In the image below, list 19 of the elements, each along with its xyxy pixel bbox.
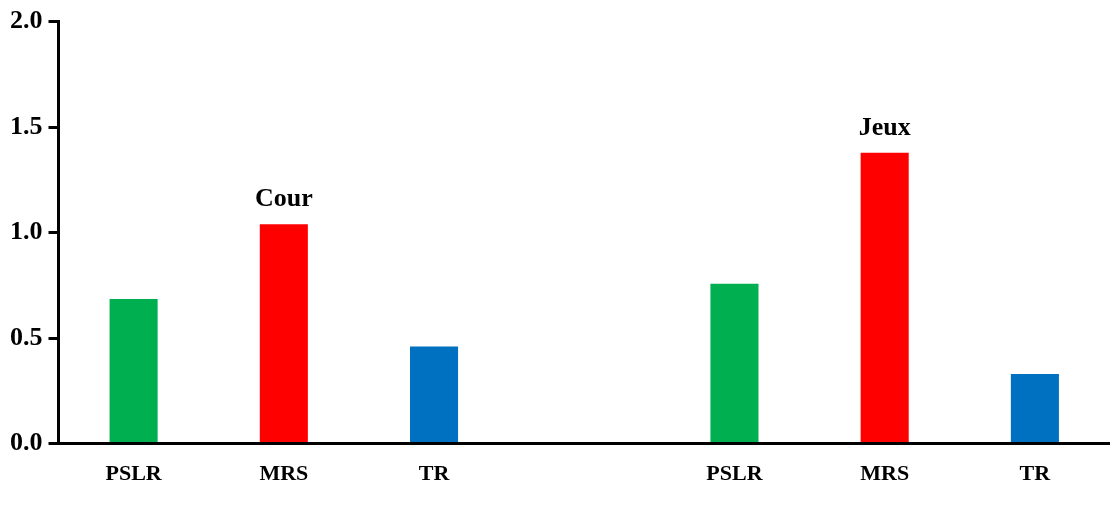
bar xyxy=(259,224,308,443)
bar xyxy=(860,152,909,443)
x-tick-label: MRS xyxy=(259,460,309,486)
y-tick-label: 2.0 xyxy=(10,5,43,35)
annotation: Jeux xyxy=(858,111,911,141)
annotation: Cour xyxy=(254,182,313,212)
x-tick-label: PSLR xyxy=(706,460,764,486)
bar xyxy=(1010,373,1059,443)
x-tick-label: TR xyxy=(418,460,451,486)
x-tick-label: TR xyxy=(1019,460,1052,486)
y-tick-label: 0.0 xyxy=(10,427,43,457)
bar xyxy=(410,346,459,443)
x-tick-label: MRS xyxy=(860,460,910,486)
y-tick-label: 0.5 xyxy=(10,321,43,351)
x-tick-label: PSLR xyxy=(105,460,163,486)
y-tick-label: 1.0 xyxy=(10,216,43,246)
bar xyxy=(710,283,759,443)
bar xyxy=(109,299,158,443)
y-tick-label: 1.5 xyxy=(10,110,43,140)
